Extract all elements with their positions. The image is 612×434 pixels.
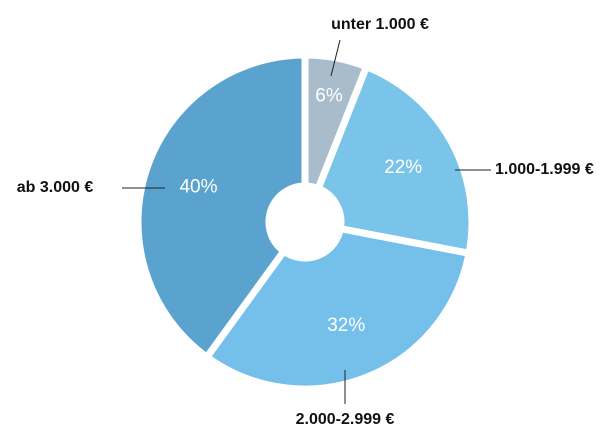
leader-line xyxy=(330,39,341,77)
value-label: 6% xyxy=(315,85,343,106)
value-label: 40% xyxy=(179,176,217,197)
category-label: 1.000-1.999 € xyxy=(495,161,594,178)
pie-slice xyxy=(134,51,309,362)
pie-slice xyxy=(313,62,476,258)
category-label: unter 1.000 € xyxy=(331,16,429,33)
category-label: ab 3.000 € xyxy=(17,179,94,196)
value-label: 22% xyxy=(384,157,422,178)
category-label: 2.000-2.999 € xyxy=(296,411,395,428)
value-label: 32% xyxy=(327,315,365,336)
